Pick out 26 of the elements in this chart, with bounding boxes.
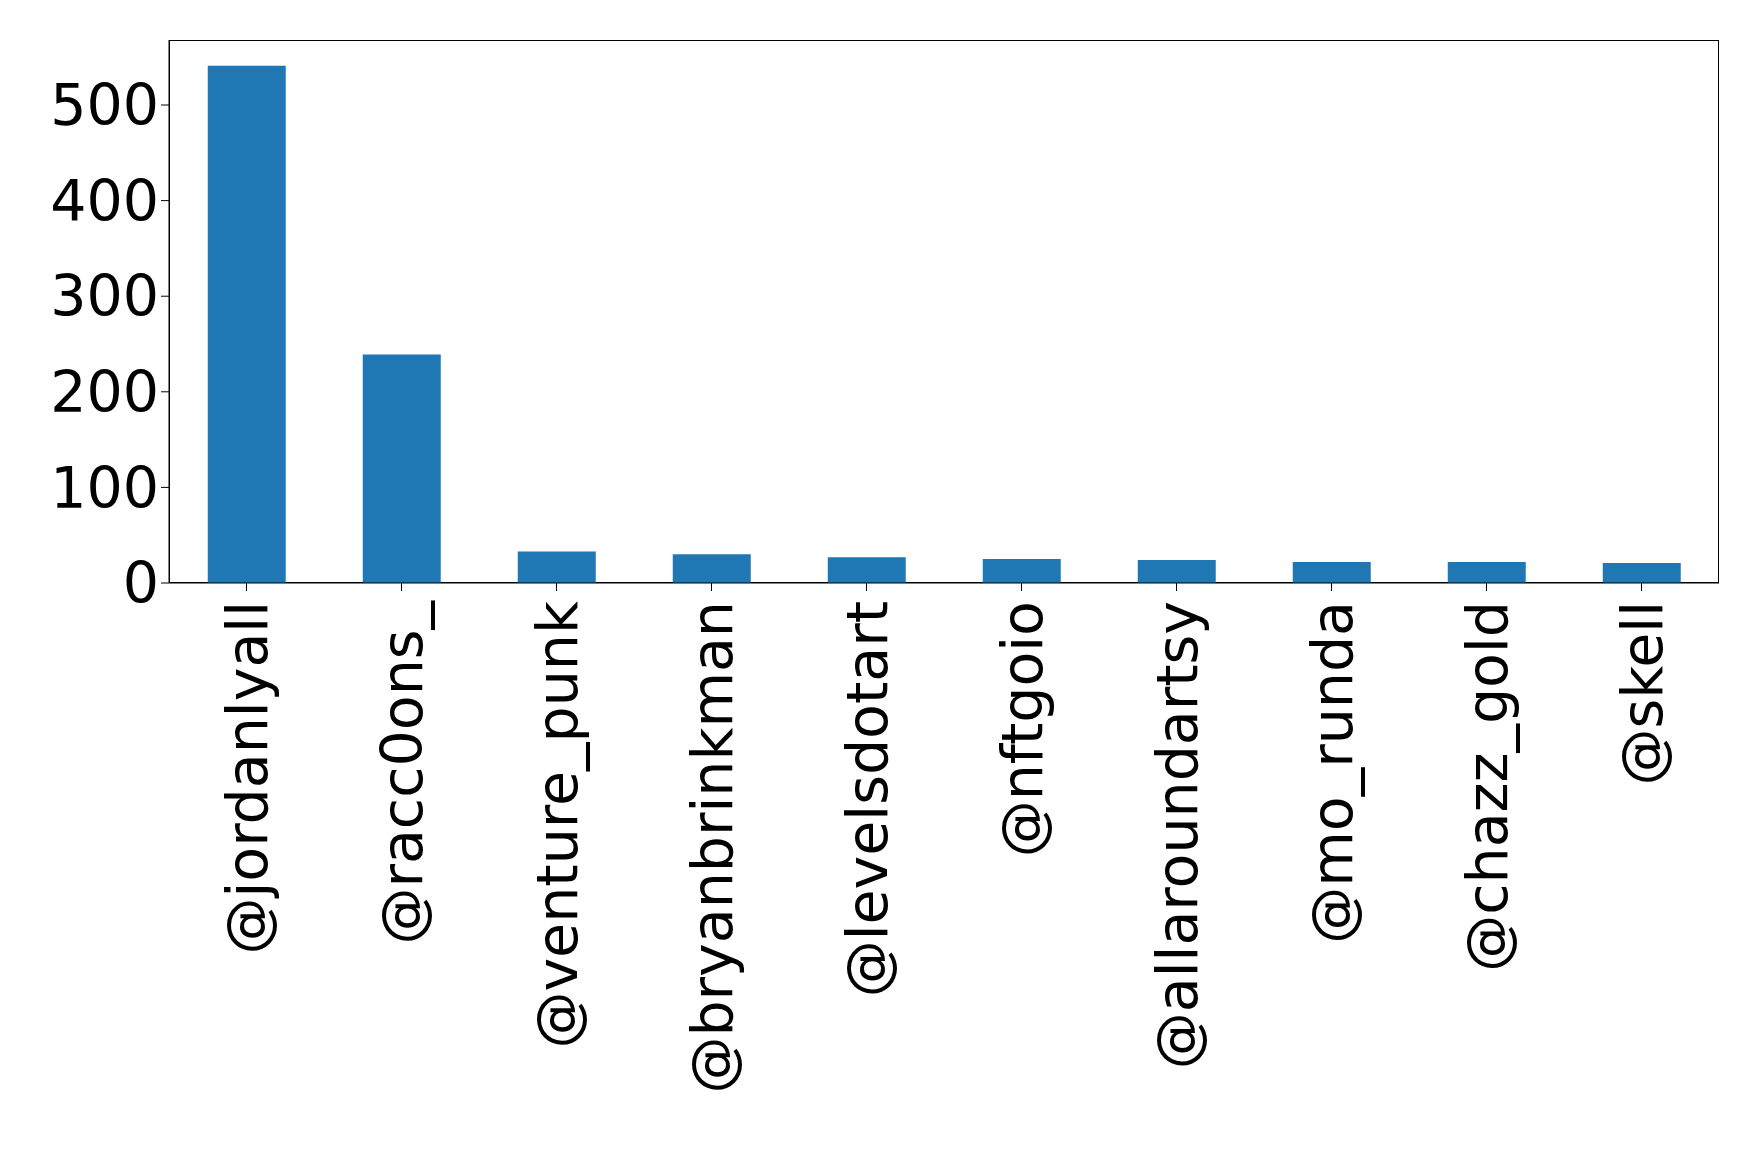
x-tick-label: @chazz_gold (1454, 601, 1521, 972)
x-tick-label: @mo_runda (1299, 601, 1366, 944)
y-tick-label: 400 (50, 167, 159, 234)
x-tick-label: @nftgoio (989, 601, 1056, 858)
bar (1292, 561, 1371, 583)
y-tick-label: 200 (50, 359, 159, 426)
bar (517, 551, 596, 583)
bar (827, 557, 906, 583)
x-tick-label: @racc0ons_ (369, 599, 436, 945)
y-tick-label: 300 (50, 263, 159, 330)
bar (1602, 562, 1681, 583)
x-tick-label: @jordanlyall (214, 601, 281, 955)
bar (672, 554, 751, 583)
y-tick-label: 500 (50, 72, 159, 139)
x-tick-label: @allaroundartsy (1144, 601, 1211, 1070)
bar (207, 65, 286, 583)
bar (1137, 560, 1216, 583)
x-tick-label: @venture_punk (524, 601, 591, 1049)
bar (1447, 561, 1526, 583)
x-tick-label: @skell (1609, 601, 1676, 786)
y-tick-label: 0 (122, 550, 159, 617)
y-tick-label: 100 (50, 454, 159, 521)
bar (982, 559, 1061, 583)
x-tick-label: @bryanbrinkman (679, 601, 746, 1094)
x-tick-label: @levelsdotart (834, 601, 901, 998)
bar (362, 354, 441, 583)
